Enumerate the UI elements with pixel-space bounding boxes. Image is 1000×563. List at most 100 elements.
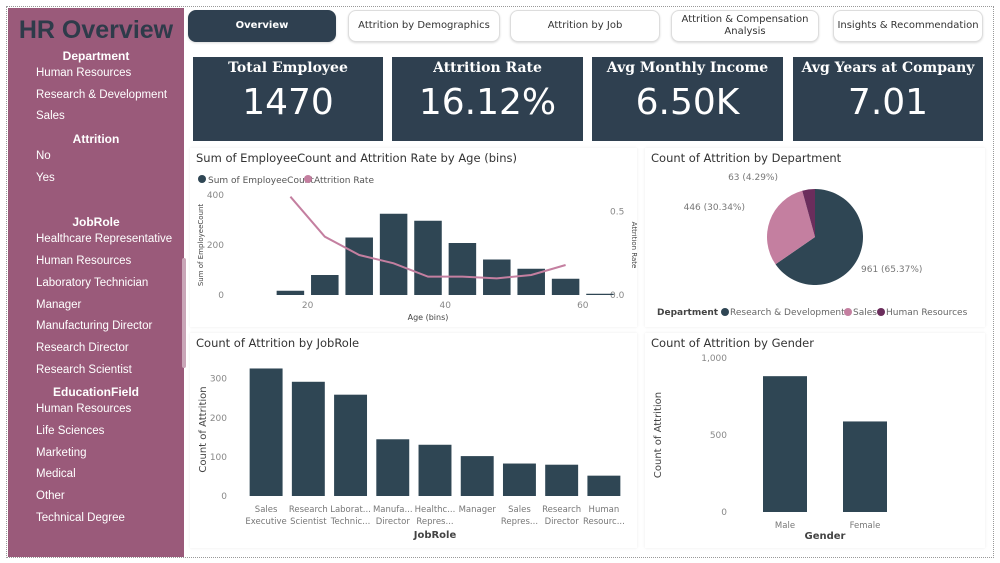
legend-marker (877, 308, 885, 316)
slicer-header-jobrole: JobRole (72, 215, 120, 230)
bar-sales-repres (502, 463, 536, 496)
slicer-item-healthcare-representative[interactable]: Healthcare Representative (36, 233, 173, 246)
slicer-item-research-scientist[interactable]: Research Scientist (36, 363, 132, 376)
slicer-item-technical-degree[interactable]: Technical Degree (36, 511, 125, 524)
x-tick-label: Male (775, 521, 795, 531)
y-axis-title: Count of Attrition (653, 392, 664, 478)
attrition-rate-line (289, 196, 566, 280)
data-label: 961 (65.37%) (861, 265, 922, 275)
legend-label-human-resources: Human Resources (886, 308, 968, 318)
bar-age-25 (345, 237, 373, 295)
x-tick-label: Female (850, 521, 881, 531)
y-tick-label: 1,000 (701, 354, 727, 364)
x-tick-label: Sales (508, 505, 531, 515)
x-tick-label: Research (542, 505, 581, 515)
chart-title: Count of Attrition by JobRole (196, 336, 360, 350)
bar-age-60 (586, 293, 614, 295)
department-pie-chart: Count of Attrition by Department 961 (65.… (645, 148, 985, 327)
slicer-item-marketing[interactable]: Marketing (36, 446, 87, 459)
report-title: HR Overview (18, 16, 174, 44)
kpi-card-avg-years-at-company: Avg Years at Company 7.01 (793, 57, 983, 141)
tab-insights-recommendation[interactable]: Insights & Recommendation (833, 10, 983, 42)
kpi-value: 6.50K (635, 82, 740, 123)
chart-title: Count of Attrition by Department (651, 151, 842, 165)
slicer-item-human-resources[interactable]: Human Resources (36, 255, 132, 268)
kpi-value: 7.01 (847, 82, 929, 123)
slicer-item-yes[interactable]: Yes (36, 171, 55, 184)
report-canvas (6, 6, 994, 558)
bar-human-resourc (587, 475, 621, 496)
slicer-item-life-sciences[interactable]: Life Sciences (36, 424, 105, 437)
slicer-item-no[interactable]: No (36, 150, 51, 163)
kpi-value: 1470 (242, 82, 334, 123)
bar-manufa-director (376, 439, 410, 496)
slicer-item-research-director[interactable]: Research Director (36, 341, 129, 354)
bar-manager (460, 456, 494, 496)
slicer-item-sales[interactable]: Sales (36, 110, 65, 123)
slicer-item-human-resources[interactable]: Human Resources (36, 403, 132, 416)
x-tick-label: Manager (459, 505, 497, 515)
x-tick-label: 60 (577, 301, 589, 311)
slicer-header-attrition: Attrition (72, 132, 120, 147)
y-tick-label: 400 (207, 191, 224, 201)
pie-slice-sales (767, 190, 815, 265)
x-tick-label: Technic... (330, 517, 371, 527)
tab-attrition-by-job[interactable]: Attrition by Job (510, 10, 660, 42)
slicer-item-other[interactable]: Other (36, 490, 65, 502)
y-tick-label: 200 (207, 241, 224, 251)
bar-age-55 (551, 278, 580, 295)
slicer-header-educationfield: EducationField (52, 385, 139, 400)
kpi-title: Attrition Rate (433, 60, 542, 76)
x-tick-label: Manufa... (373, 505, 413, 515)
slicer-item-manager[interactable]: Manager (36, 298, 82, 311)
bar-male (763, 376, 807, 512)
y-axis-title: Sum of EmployeeCount (197, 204, 205, 287)
tab-attrition-by-demographics[interactable]: Attrition by Demographics (348, 10, 500, 42)
slicer-scrollbar[interactable] (182, 258, 186, 368)
data-label: 446 (30.34%) (684, 203, 745, 213)
slicer-item-research-development[interactable]: Research & Development (36, 88, 168, 101)
legend-marker (198, 175, 206, 183)
bar-age-35 (414, 220, 442, 295)
bar-age-30 (379, 213, 408, 295)
y2-axis-title: Attrition Rate (630, 222, 637, 269)
y-tick-label: 100 (210, 453, 227, 463)
kpi-card-attrition-rate: Attrition Rate 16.12% (392, 57, 583, 141)
x-tick-label: 40 (439, 301, 451, 311)
legend-label: Sum of EmployeeCount (208, 176, 314, 186)
bar-age-20 (311, 275, 339, 295)
x-tick-label: Repres... (501, 517, 538, 527)
slicer-item-human-resources[interactable]: Human Resources (36, 67, 132, 79)
x-tick-label: Director (545, 517, 580, 527)
legend-marker (844, 308, 852, 316)
tab-overview[interactable]: Overview (188, 10, 336, 42)
y-tick-label: 0 (721, 508, 727, 518)
y2-tick-label: 0.5 (610, 208, 624, 218)
x-tick-label: Research (289, 505, 328, 515)
y-tick-label: 200 (210, 414, 227, 424)
x-tick-label: Executive (245, 517, 286, 527)
chart-title: Sum of EmployeeCount and Attrition Rate … (196, 151, 517, 165)
slicer-header-department: Department (62, 49, 130, 63)
x-tick-label: Resourc... (583, 517, 625, 527)
y-axis-title: Count of Attrition (198, 386, 209, 472)
legend-label-sales: Sales (853, 308, 877, 318)
slicer-item-medical[interactable]: Medical (36, 468, 76, 481)
bar-research-director (545, 464, 579, 496)
x-tick-label: Sales (255, 505, 278, 515)
bar-laborat-technic (334, 394, 368, 496)
slicer-item-manufacturing-director[interactable]: Manufacturing Director (36, 320, 153, 333)
data-label: 63 (4.29%) (728, 173, 778, 183)
y-tick-label: 0 (221, 492, 227, 502)
legend-marker (721, 308, 729, 316)
chart-title: Count of Attrition by Gender (651, 336, 814, 350)
bar-age-15 (276, 290, 305, 295)
sidebar: HR Overview Department Human Resources Res… (8, 8, 186, 557)
kpi-card-total-employee: Total Employee 1470 (193, 57, 383, 141)
tab-attrition-compensation-analysis[interactable]: Attrition & Compensation Analysis (671, 10, 819, 42)
legend-marker (304, 175, 312, 183)
bar-sales-executive (249, 368, 283, 496)
jobrole-chart: Count of Attrition by JobRole 0 100 200 300 S… (190, 333, 637, 548)
kpi-title: Total Employee (228, 60, 348, 76)
slicer-item-laboratory-technician[interactable]: Laboratory Technician (36, 276, 149, 289)
